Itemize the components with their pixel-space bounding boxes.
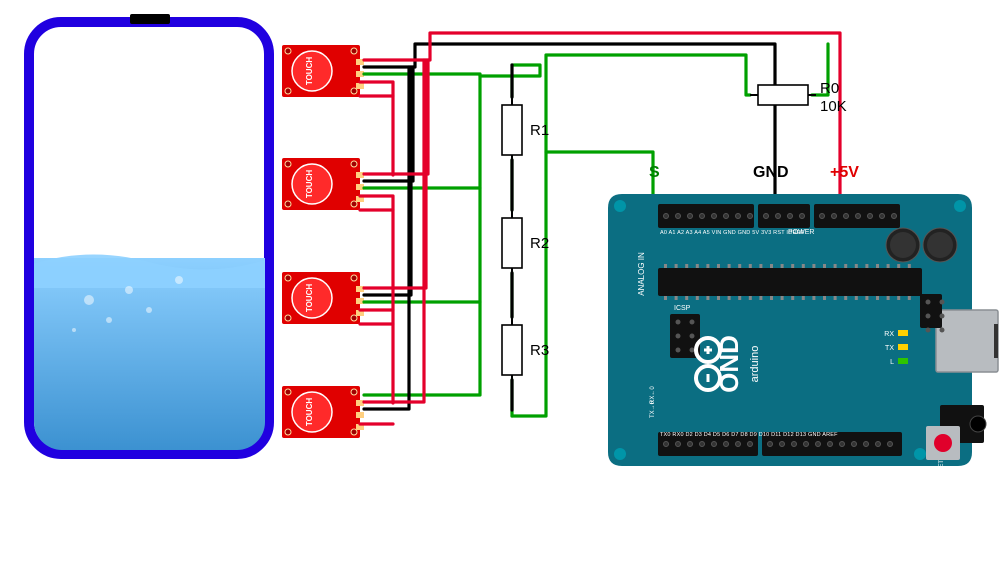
wire-red bbox=[364, 60, 428, 174]
resistor-R0 bbox=[750, 85, 816, 105]
touch-sensor-t2 bbox=[282, 158, 364, 210]
resistor-value: 10K bbox=[820, 98, 847, 115]
resistor-R2 bbox=[502, 210, 522, 276]
svg-text:RX←0: RX←0 bbox=[650, 386, 656, 404]
wire-green bbox=[546, 152, 653, 197]
svg-text:ICSP: ICSP bbox=[674, 305, 691, 312]
resistor-label: R3 bbox=[530, 342, 549, 359]
pin-label-GND: GND bbox=[753, 164, 789, 181]
svg-text:arduino: arduino bbox=[749, 346, 761, 383]
resistor-label: R0 bbox=[820, 80, 839, 97]
pin-label-S: S bbox=[649, 164, 660, 181]
diagram-root: TOUCH TOUCH TOUCH TOUCH R1 R2 R3 R010K S GND +5V A0… bbox=[0, 0, 1000, 563]
svg-text:A0 A1 A2 A3 A4 A5 VIN G: A0 A1 A2 A3 A4 A5 VIN GND GND 5V 3V3 RST… bbox=[660, 230, 805, 236]
wire-black bbox=[364, 67, 413, 181]
resistor-R3 bbox=[502, 317, 522, 383]
wire-green bbox=[364, 74, 480, 395]
svg-text:OND: OND bbox=[714, 335, 744, 393]
svg-text:TX: TX bbox=[885, 345, 894, 352]
resistor-R1 bbox=[502, 97, 522, 163]
sensor-label: TOUCH bbox=[305, 398, 314, 427]
sensor-label: TOUCH bbox=[305, 57, 314, 86]
touch-sensor-t1 bbox=[282, 45, 364, 97]
svg-text:TX0 RX0 D2 D3 D4 D5 D6 D7 D: TX0 RX0 D2 D3 D4 D5 D6 D7 D8 D9 D10 D11 … bbox=[660, 432, 838, 438]
resistor-label: R2 bbox=[530, 235, 549, 252]
wire-green bbox=[480, 65, 540, 76]
diagram-svg: TOUCH TOUCH TOUCH TOUCH R1 R2 R3 R010K S GND +5V A0… bbox=[0, 0, 1000, 563]
arduino-usb bbox=[936, 310, 998, 372]
water-tank bbox=[29, 14, 269, 454]
svg-text:L: L bbox=[890, 359, 894, 366]
touch-sensor-t3 bbox=[282, 272, 364, 324]
wire-red bbox=[360, 196, 393, 403]
svg-text:RX: RX bbox=[884, 331, 894, 338]
sensor-label: TOUCH bbox=[305, 284, 314, 313]
pin-label-plus5V: +5V bbox=[830, 164, 859, 181]
resistor-label: R1 bbox=[530, 122, 549, 139]
svg-text:ANALOG IN: ANALOG IN bbox=[637, 252, 646, 296]
wire-black bbox=[364, 67, 409, 409]
sensor-label: TOUCH bbox=[305, 170, 314, 199]
touch-sensor-t4 bbox=[282, 386, 364, 438]
svg-text:RESET: RESET bbox=[939, 460, 945, 480]
arduino-reset-button[interactable] bbox=[934, 434, 952, 452]
svg-text:POWER: POWER bbox=[788, 229, 814, 236]
